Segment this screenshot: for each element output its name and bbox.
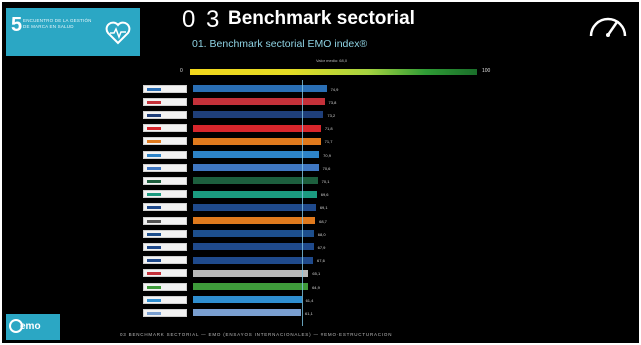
bar-value-label: 70,6 <box>322 165 331 171</box>
bar-value-label: 69,1 <box>319 205 328 211</box>
brand-logo <box>143 124 187 133</box>
brand-logo-mark <box>147 153 161 157</box>
brand-logo-mark <box>147 245 161 249</box>
bar <box>193 256 314 264</box>
brand-logo-mark <box>147 232 161 236</box>
bar-value-label: 71,7 <box>324 139 333 145</box>
badge-text: Encuentro de la gestión de marca en salu… <box>23 18 92 29</box>
bar-value-label: 70,9 <box>323 152 331 158</box>
bar <box>193 98 325 106</box>
slide-subtitle: 01. Benchmark sectorial EMO index® <box>192 38 368 50</box>
bar <box>193 137 321 145</box>
scale-label: Valor medio: 68,0 <box>316 58 348 63</box>
bar <box>193 296 302 304</box>
gauge-gradient-bar <box>190 69 477 75</box>
brand-logo <box>143 282 187 291</box>
slide-title: Benchmark sectorial <box>228 8 415 29</box>
brand-logo-mark <box>147 87 161 91</box>
brand-logo-mark <box>147 219 161 223</box>
heart-pulse-icon <box>105 21 131 45</box>
section-number: 0 3 <box>182 6 222 33</box>
footer-caption: 03 BENCHMARK SECTORIAL — EMO (ENSAYOS IN… <box>120 332 393 337</box>
brand-logo <box>143 110 187 119</box>
brand-logo-mark <box>147 298 161 302</box>
average-reference-line <box>302 80 303 326</box>
bar-value-label: 67,9 <box>317 244 326 250</box>
brand-logo <box>143 242 187 251</box>
brand-logo <box>143 137 187 146</box>
bar <box>193 124 321 132</box>
bar-value-label: 61,4 <box>305 297 314 303</box>
brand-logo <box>143 269 187 278</box>
brand-logo-mark <box>147 166 161 170</box>
bar-value-label: 74,9 <box>330 86 339 92</box>
bar <box>193 309 302 317</box>
brand-logo-mark <box>147 206 161 210</box>
brand-logo-mark <box>147 259 161 263</box>
gauge-max-label: 100 <box>482 68 491 74</box>
bar-value-label: 68,7 <box>319 218 327 224</box>
bar-value-label: 70,1 <box>321 178 330 184</box>
brand-logo-mark <box>147 193 161 197</box>
bar-value-label: 71,8 <box>324 126 333 132</box>
bar <box>193 151 320 158</box>
gauge-min-label: 0 <box>180 68 183 74</box>
bar <box>193 269 309 277</box>
brand-logo-mark <box>147 285 161 289</box>
bar <box>193 164 319 172</box>
emo-logo: emo <box>6 314 60 340</box>
brand-logo <box>143 163 187 172</box>
brand-logo <box>143 216 187 225</box>
brand-logo <box>143 203 187 212</box>
brand-logo-mark <box>147 140 161 144</box>
bar <box>193 190 317 198</box>
badge-number: 5 <box>11 14 23 36</box>
bar-value-label: 73,8 <box>328 99 337 105</box>
bar <box>193 243 314 251</box>
brand-logo <box>143 229 187 238</box>
brand-logo <box>143 150 187 159</box>
emo-logo-text: emo <box>20 321 41 332</box>
bar-value-label: 68,0 <box>317 231 326 237</box>
brand-logo-mark <box>147 127 161 131</box>
brand-logo-mark <box>147 100 161 104</box>
brand-logo-mark <box>147 311 161 315</box>
brand-logo <box>143 176 187 185</box>
bar <box>193 177 318 185</box>
brand-logo <box>143 256 187 265</box>
brand-logo <box>143 190 187 199</box>
bar <box>193 111 324 119</box>
bar-value-label: 61,1 <box>305 310 313 316</box>
bar <box>193 85 327 92</box>
bar <box>193 217 316 224</box>
bar-value-label: 65,1 <box>312 271 321 277</box>
bar-value-label: 69,6 <box>320 192 329 198</box>
bar <box>193 283 309 290</box>
event-badge: 5 Encuentro de la gestión de marca en sa… <box>6 8 140 56</box>
brand-logo <box>143 308 187 317</box>
bar-value-label: 64,9 <box>312 284 320 290</box>
brand-logo-mark <box>147 179 161 183</box>
brand-logo <box>143 97 187 106</box>
bar <box>193 230 314 238</box>
brand-logo-mark <box>147 113 161 117</box>
bar <box>193 203 316 211</box>
bar-value-label: 67,6 <box>317 258 325 264</box>
bar-value-label: 73,2 <box>327 112 336 118</box>
brand-logo <box>143 84 187 93</box>
speedometer-icon <box>589 17 627 37</box>
brand-logo-mark <box>147 272 161 276</box>
brand-logo <box>143 295 187 304</box>
emo-logo-ring <box>9 319 23 333</box>
